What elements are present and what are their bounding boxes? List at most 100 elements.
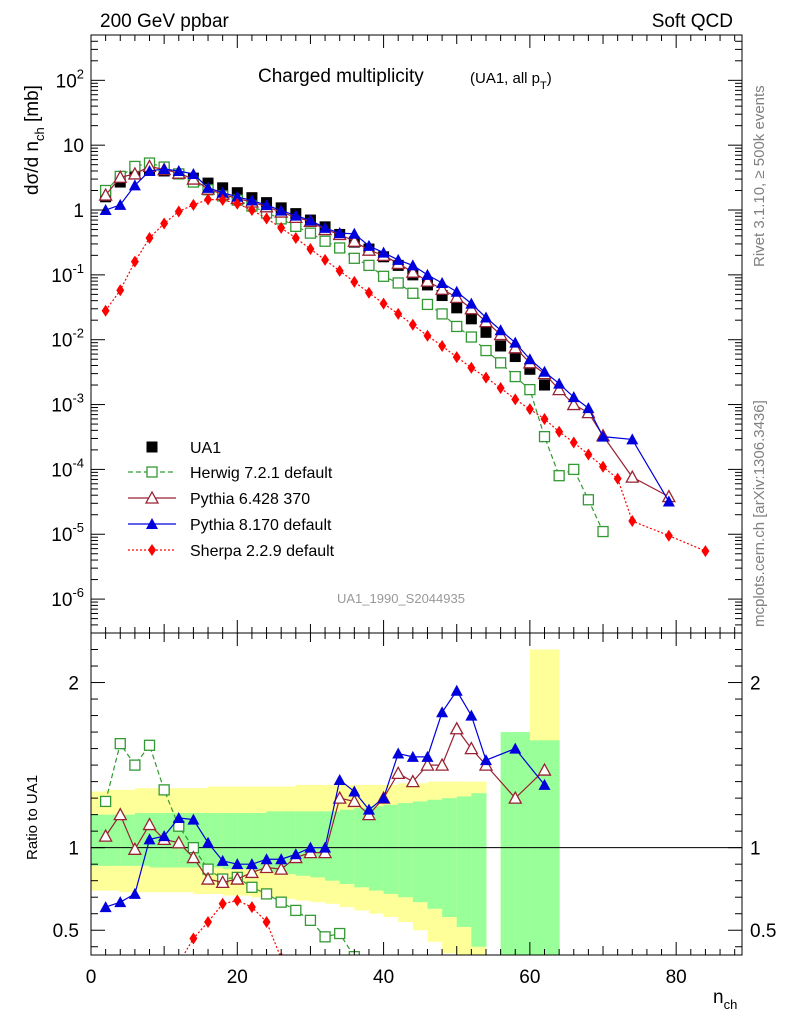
ratio-y-tick-label-right: 1: [750, 839, 761, 860]
data-point-pythia6: [435, 757, 450, 771]
data-point-pythia8: [450, 285, 463, 297]
data-point-pythia8: [333, 227, 346, 239]
data-point-ua1: [436, 290, 448, 302]
data-point-sherpa: [569, 436, 578, 449]
data-point-herwig: [146, 466, 158, 478]
data-point-pythia8: [275, 204, 288, 216]
data-point-pythia8: [99, 901, 112, 913]
y-tick-label: 102: [56, 66, 84, 92]
band-inner: [471, 793, 487, 947]
y-tick-label: 10-5: [51, 520, 84, 546]
data-point-pythia8: [304, 841, 317, 853]
data-point-herwig: [436, 308, 448, 320]
data-point-pythia8: [216, 186, 229, 198]
data-point-pythia6: [347, 233, 362, 247]
data-point-sherpa: [160, 217, 169, 230]
band-inner: [120, 814, 136, 866]
data-point-pythia8: [362, 803, 375, 815]
data-point-pythia8: [289, 848, 302, 860]
data-point-pythia6: [449, 289, 464, 304]
legend-label: Herwig 7.2.1 default: [190, 465, 333, 482]
data-point-herwig: [114, 737, 126, 750]
data-point-sherpa: [525, 403, 534, 416]
data-point-herwig: [407, 287, 419, 299]
band-inner: [310, 811, 326, 878]
data-point-herwig: [451, 320, 463, 333]
data-point-sherpa: [481, 371, 490, 384]
data-point-pythia6: [552, 382, 567, 396]
data-point-sherpa: [218, 897, 227, 910]
data-point-pythia8: [304, 214, 317, 226]
data-point-herwig: [392, 277, 404, 289]
data-point-pythia8: [538, 778, 551, 790]
band-inner: [105, 814, 121, 866]
data-point-sherpa: [467, 361, 476, 374]
data-point-pythia6: [332, 790, 347, 804]
data-point-pythia8: [582, 402, 595, 414]
data-point-pythia8: [275, 853, 288, 865]
data-point-pythia8: [509, 742, 522, 754]
data-point-pythia6: [508, 790, 523, 804]
x-tick-label: 60: [519, 967, 540, 988]
chart-title: Charged multiplicity: [258, 66, 424, 87]
band-inner: [208, 812, 224, 868]
data-point-pythia6: [244, 865, 260, 879]
data-point-pythia8: [479, 754, 492, 766]
x-tick-label: 40: [373, 967, 394, 988]
data-point-pythia8: [260, 853, 273, 865]
band-inner: [515, 732, 531, 955]
data-point-pythia8: [377, 246, 390, 258]
data-point-sherpa: [145, 232, 154, 245]
y-tick-label: 1: [73, 201, 84, 222]
data-point-pythia6: [274, 861, 289, 875]
data-point-herwig: [538, 430, 551, 443]
data-point-herwig: [480, 344, 492, 357]
data-point-pythia6: [405, 774, 420, 788]
data-point-pythia6: [537, 762, 552, 776]
data-point-ua1: [465, 313, 477, 325]
data-point-sherpa: [701, 545, 710, 558]
data-point-ua1: [480, 326, 492, 338]
data-point-ua1: [539, 379, 551, 391]
x-axis-label: nch: [713, 987, 737, 1012]
series-pythia: [99, 162, 675, 507]
y-tick-label: 10-4: [51, 455, 84, 481]
data-point-sherpa: [321, 253, 330, 266]
data-point-pythia6: [142, 817, 157, 831]
data-point-herwig: [158, 784, 170, 796]
data-point-pythia6: [200, 871, 216, 885]
data-point-herwig: [363, 259, 375, 272]
data-point-pythia8: [114, 198, 127, 210]
ratio-y-tick-label: 2: [68, 674, 79, 695]
data-point-pythia6: [566, 397, 581, 411]
data-point-herwig: [334, 242, 346, 254]
data-point-sherpa: [394, 307, 403, 320]
data-point-pythia6: [625, 469, 640, 483]
data-point-pythia8: [172, 164, 185, 176]
data-point-sherpa: [452, 351, 461, 364]
legend-item: Sherpa 2.2.9 default: [128, 543, 335, 560]
data-point-herwig: [494, 357, 507, 369]
data-point-pythia6: [113, 169, 128, 183]
data-point-sherpa: [613, 472, 622, 485]
data-point-pythia8: [333, 773, 346, 785]
data-point-herwig: [348, 252, 360, 264]
data-point-ua1: [524, 363, 536, 375]
data-point-sherpa: [511, 393, 520, 406]
data-point-sherpa: [262, 212, 271, 225]
band-inner: [251, 812, 268, 871]
data-point-sherpa: [174, 205, 183, 218]
data-point-herwig: [509, 370, 521, 383]
ratio-y-tick-label: 0.5: [53, 921, 79, 942]
x-tick-label: 20: [227, 967, 248, 988]
data-point-pythia8: [245, 858, 258, 870]
ratio-line: [182, 899, 281, 955]
ratio-y-tick-label-right: 2: [750, 674, 761, 695]
data-point-sherpa: [364, 286, 373, 299]
y-tick-label: 10-6: [51, 585, 84, 611]
band-inner: [500, 732, 516, 955]
band-inner: [339, 809, 355, 884]
data-point-sherpa: [189, 198, 198, 211]
band-inner: [237, 812, 253, 870]
